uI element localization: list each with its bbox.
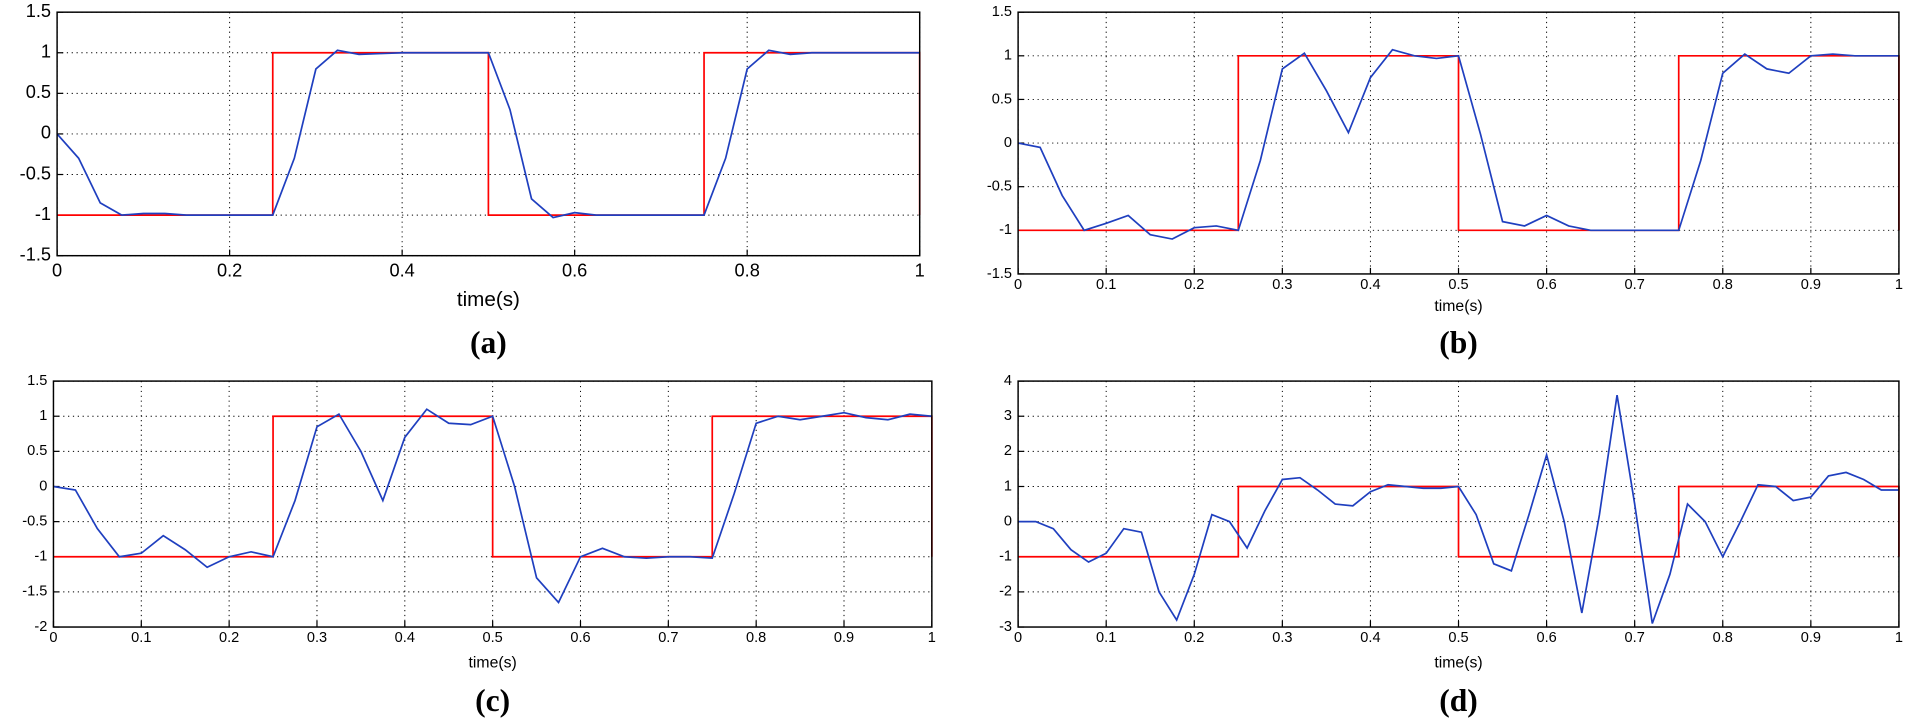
x-tick-label: 0.6 — [562, 259, 587, 280]
x-tick-label: 0.9 — [834, 630, 854, 646]
y-tick-label: 1.5 — [26, 0, 51, 21]
data-line — [56, 49, 920, 219]
y-tick-label: 0.5 — [27, 443, 47, 459]
x-axis-label: time(s) — [457, 288, 520, 311]
caption: (b) — [1439, 325, 1478, 360]
data-line — [53, 408, 932, 604]
x-tick-label: 0.4 — [1360, 630, 1380, 646]
x-axis-label: time(s) — [469, 655, 517, 672]
x-tick-label: 0 — [49, 630, 57, 646]
x-tick-label: 0.3 — [307, 630, 327, 646]
y-tick-label: 0 — [1004, 513, 1012, 529]
y-tick-label: 3 — [1004, 408, 1012, 424]
caption: (d) — [1439, 683, 1478, 718]
x-tick-label: 0.8 — [735, 259, 760, 280]
y-tick-label: 0.5 — [26, 81, 51, 102]
y-tick-label: -3 — [999, 619, 1012, 635]
y-tick-label: -1.5 — [20, 243, 51, 264]
x-tick-label: 0.7 — [658, 630, 678, 646]
y-tick-label: -1.5 — [987, 266, 1012, 282]
x-tick-label: 0.1 — [131, 630, 151, 646]
y-tick-label: -2 — [999, 584, 1012, 600]
y-tick-label: 1 — [1004, 48, 1012, 64]
subplot: 0 0.1 0.2 0.3 0.4 0.5 0.6 0.7 0.8 0.9 1 -2 -1.5 -1 -0.… — [22, 373, 936, 718]
subplot: 0 0.1 0.2 0.3 0.4 0.5 0.6 0.7 0.8 0.9 1 -1.5 -1 -0.5 0… — [987, 4, 1903, 360]
y-tick-label: -1 — [34, 549, 47, 565]
x-tick-label: 0.1 — [1096, 277, 1116, 293]
x-tick-label: 0.2 — [217, 259, 242, 280]
y-tick-label: 0 — [41, 122, 51, 143]
x-tick-label: 0.5 — [1448, 277, 1468, 293]
data-line — [1018, 395, 1899, 624]
plot-frame — [1017, 380, 1900, 628]
y-tick-label: 1.5 — [27, 373, 47, 389]
y-tick-label: -1 — [999, 549, 1012, 565]
x-tick-label: 0.2 — [1184, 277, 1204, 293]
x-tick-label: 0.4 — [1360, 277, 1380, 293]
x-tick-label: 0 — [1014, 277, 1022, 293]
y-tick-label: -1 — [999, 222, 1012, 238]
x-tick-label: 0.7 — [1625, 630, 1645, 646]
data-line — [1017, 48, 1899, 240]
x-tick-label: 0.2 — [1184, 630, 1204, 646]
x-tick-label: 0.1 — [1096, 630, 1116, 646]
x-axis-label: time(s) — [1434, 298, 1482, 315]
x-tick-label: 0.4 — [389, 259, 414, 280]
x-tick-label: 0.6 — [1536, 630, 1556, 646]
x-tick-label: 0.7 — [1625, 277, 1645, 293]
plot-frame — [1017, 11, 1900, 275]
plot-frame — [56, 11, 921, 257]
y-tick-label: 0.5 — [992, 91, 1012, 107]
x-tick-label: 0.5 — [483, 630, 503, 646]
y-tick-label: 1 — [1004, 478, 1012, 494]
x-tick-label: 0.9 — [1801, 630, 1821, 646]
x-tick-label: 0 — [1014, 630, 1022, 646]
x-tick-label: 1 — [1895, 630, 1903, 646]
x-tick-label: 1 — [928, 630, 936, 646]
x-tick-label: 0.8 — [1713, 630, 1733, 646]
x-tick-label: 0.9 — [1801, 277, 1821, 293]
y-tick-label: 0 — [1004, 135, 1012, 151]
x-tick-label: 1 — [915, 259, 925, 280]
y-tick-label: 4 — [1004, 373, 1012, 389]
x-tick-label: 0.2 — [219, 630, 239, 646]
x-axis-label: time(s) — [1434, 655, 1482, 672]
x-tick-label: 1 — [1895, 277, 1903, 293]
x-tick-label: 0.8 — [746, 630, 766, 646]
y-tick-label: 1 — [39, 408, 47, 424]
y-tick-label: -1 — [35, 203, 51, 224]
y-tick-label: -1.5 — [22, 584, 47, 600]
x-tick-label: 0.3 — [1272, 630, 1292, 646]
subplot: 0 0.2 0.4 0.6 0.8 1 -1.5 -1 -0.5 0 0.5 1 1.5 time(s) (… — [20, 0, 925, 360]
y-tick-label: -0.5 — [987, 179, 1012, 195]
x-tick-label: 0.4 — [395, 630, 415, 646]
x-tick-label: 0.6 — [1536, 277, 1556, 293]
y-tick-label: 0 — [39, 478, 47, 494]
x-tick-label: 0.3 — [1272, 277, 1292, 293]
caption: (a) — [470, 325, 507, 360]
y-tick-label: 2 — [1004, 443, 1012, 459]
y-tick-label: 1 — [41, 41, 51, 62]
y-tick-label: 1.5 — [992, 4, 1012, 20]
y-tick-label: -0.5 — [22, 513, 47, 529]
caption: (c) — [475, 683, 510, 718]
subplot: 0 0.1 0.2 0.3 0.4 0.5 0.6 0.7 0.8 0.9 1 -3 -2 -1 0 1 2 3 4… — [999, 373, 1903, 718]
x-tick-label: 0 — [52, 259, 62, 280]
y-tick-label: -2 — [34, 619, 47, 635]
x-tick-label: 0.6 — [570, 630, 590, 646]
y-tick-label: -0.5 — [20, 162, 51, 183]
plot-frame — [52, 380, 933, 628]
x-tick-label: 0.5 — [1448, 630, 1468, 646]
x-tick-label: 0.8 — [1713, 277, 1733, 293]
data-line — [1018, 54, 1900, 232]
